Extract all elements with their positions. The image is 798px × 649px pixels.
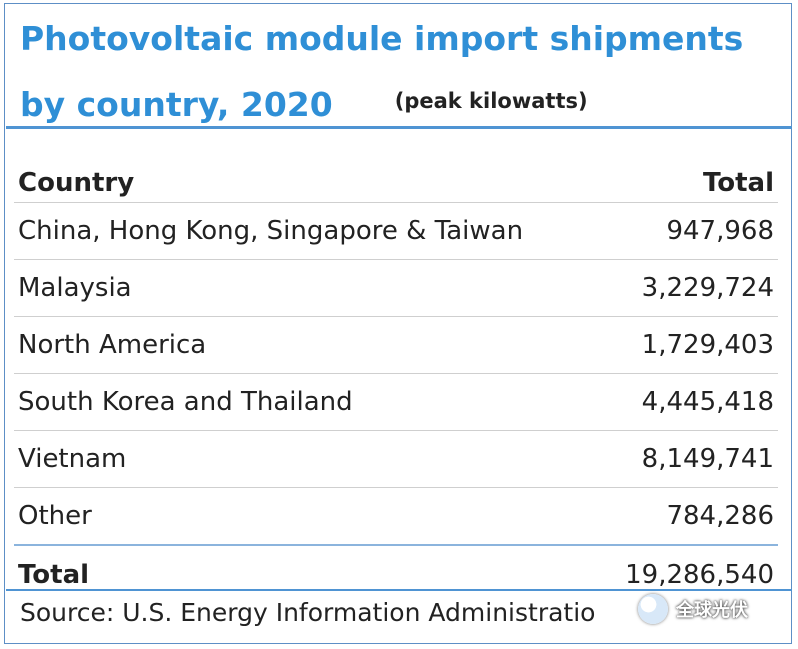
title-text-2: by country, 2020 bbox=[20, 85, 333, 124]
title-line-1: Photovoltaic module import shipments bbox=[20, 19, 744, 58]
total-label: Total bbox=[14, 544, 600, 604]
table-row: North America 1,729,403 bbox=[14, 316, 778, 374]
country-cell: North America bbox=[14, 316, 600, 374]
total-cell: 947,968 bbox=[599, 202, 778, 260]
total-row: Total 19,286,540 bbox=[14, 544, 778, 604]
unit-label: (peak kilowatts) bbox=[394, 89, 588, 113]
chart-title: Photovoltaic module import shipments by … bbox=[20, 6, 780, 142]
total-cell: 8,149,741 bbox=[599, 430, 778, 488]
table-row: Malaysia 3,229,724 bbox=[14, 259, 778, 317]
total-cell: 1,729,403 bbox=[599, 316, 778, 374]
watermark: 全球光伏 bbox=[638, 590, 788, 628]
sun-logo-icon bbox=[638, 594, 668, 624]
total-cell: 3,229,724 bbox=[599, 259, 778, 317]
source-note: Source: U.S. Energy Information Administ… bbox=[20, 598, 596, 627]
source-divider bbox=[6, 589, 792, 591]
country-cell: China, Hong Kong, Singapore & Taiwan bbox=[14, 202, 600, 260]
country-cell: South Korea and Thailand bbox=[14, 373, 600, 431]
total-column-header: Total bbox=[702, 168, 774, 198]
country-cell: Vietnam bbox=[14, 430, 600, 488]
total-cell: 4,445,418 bbox=[599, 373, 778, 431]
table-row: Vietnam 8,149,741 bbox=[14, 430, 778, 488]
country-cell: Other bbox=[14, 487, 600, 545]
header-row: Country Total bbox=[14, 150, 778, 203]
country-cell: Malaysia bbox=[14, 259, 600, 317]
shipments-table: Country Total China, Hong Kong, Singapor… bbox=[14, 150, 778, 604]
title-line-2: by country, 2020 (peak kilowatts) bbox=[20, 72, 780, 142]
table-row: South Korea and Thailand 4,445,418 bbox=[14, 373, 778, 431]
table-row: China, Hong Kong, Singapore & Taiwan 947… bbox=[14, 202, 778, 260]
title-divider bbox=[6, 126, 792, 129]
table-row: Other 784,286 bbox=[14, 487, 778, 545]
country-column-header: Country bbox=[18, 168, 135, 198]
total-cell: 784,286 bbox=[599, 487, 778, 545]
watermark-text: 全球光伏 bbox=[676, 600, 748, 621]
grand-total-value: 19,286,540 bbox=[599, 544, 778, 604]
